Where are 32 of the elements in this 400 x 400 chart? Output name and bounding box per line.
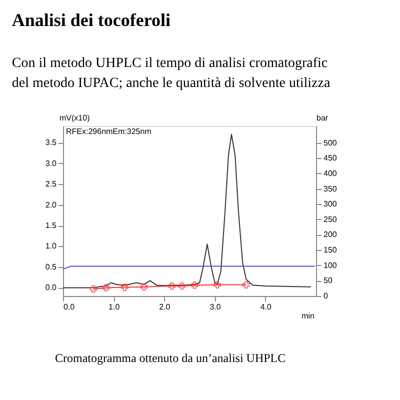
x-tick-label: 0.0 bbox=[64, 302, 76, 312]
y-axis-title: mV(x10) bbox=[60, 114, 90, 122]
text: del metodo IUPAC; anche le quantità di solvente utilizza bbox=[12, 76, 330, 91]
y2-tick-label: 250 bbox=[324, 214, 338, 224]
x-axis-title: min bbox=[302, 312, 314, 320]
y2-tick-label: 0 bbox=[324, 292, 328, 300]
y2-tick-label: 350 bbox=[324, 184, 338, 194]
x-tick-label: 4.0 bbox=[260, 302, 272, 312]
y2-tick-label: 400 bbox=[324, 168, 338, 178]
text: Con il metodo UHPLC il tempo di analisi cromatografic bbox=[12, 56, 328, 71]
y2-tick-label: 150 bbox=[324, 246, 338, 255]
y-tick-label: 1.0 bbox=[45, 242, 58, 251]
y-tick-label: 0.0 bbox=[45, 283, 58, 292]
y2-tick-label: 50 bbox=[324, 276, 333, 286]
y2-tick-label: 200 bbox=[324, 230, 338, 240]
y2-tick-label: 100 bbox=[324, 260, 338, 270]
y2-tick-label: 450 bbox=[324, 154, 338, 163]
text: Cromatogramma ottenuto da un’analisi UHPLC bbox=[55, 351, 286, 365]
y-tick-label: 2.5 bbox=[45, 180, 58, 189]
annotation: RFEx:296nmEm:325nm bbox=[66, 127, 152, 136]
y-tick-label: 0.5 bbox=[45, 262, 58, 272]
y-tick-label: 2.0 bbox=[45, 200, 58, 210]
y2-tick-label: 500 bbox=[324, 138, 338, 148]
y-tick-label: 3.0 bbox=[45, 158, 58, 168]
x-tick-label: 2.0 bbox=[159, 302, 171, 312]
x-tick-label: 1.0 bbox=[108, 302, 120, 312]
x-tick-label: 3.0 bbox=[210, 302, 222, 312]
y-tick-label: 1.5 bbox=[45, 221, 58, 230]
y-tick-label: 3.5 bbox=[45, 138, 58, 148]
y2-axis-title: bar bbox=[316, 114, 328, 122]
chart-title: Analisi dei tocoferoli bbox=[12, 10, 171, 30]
y2-tick-label: 300 bbox=[324, 200, 338, 209]
